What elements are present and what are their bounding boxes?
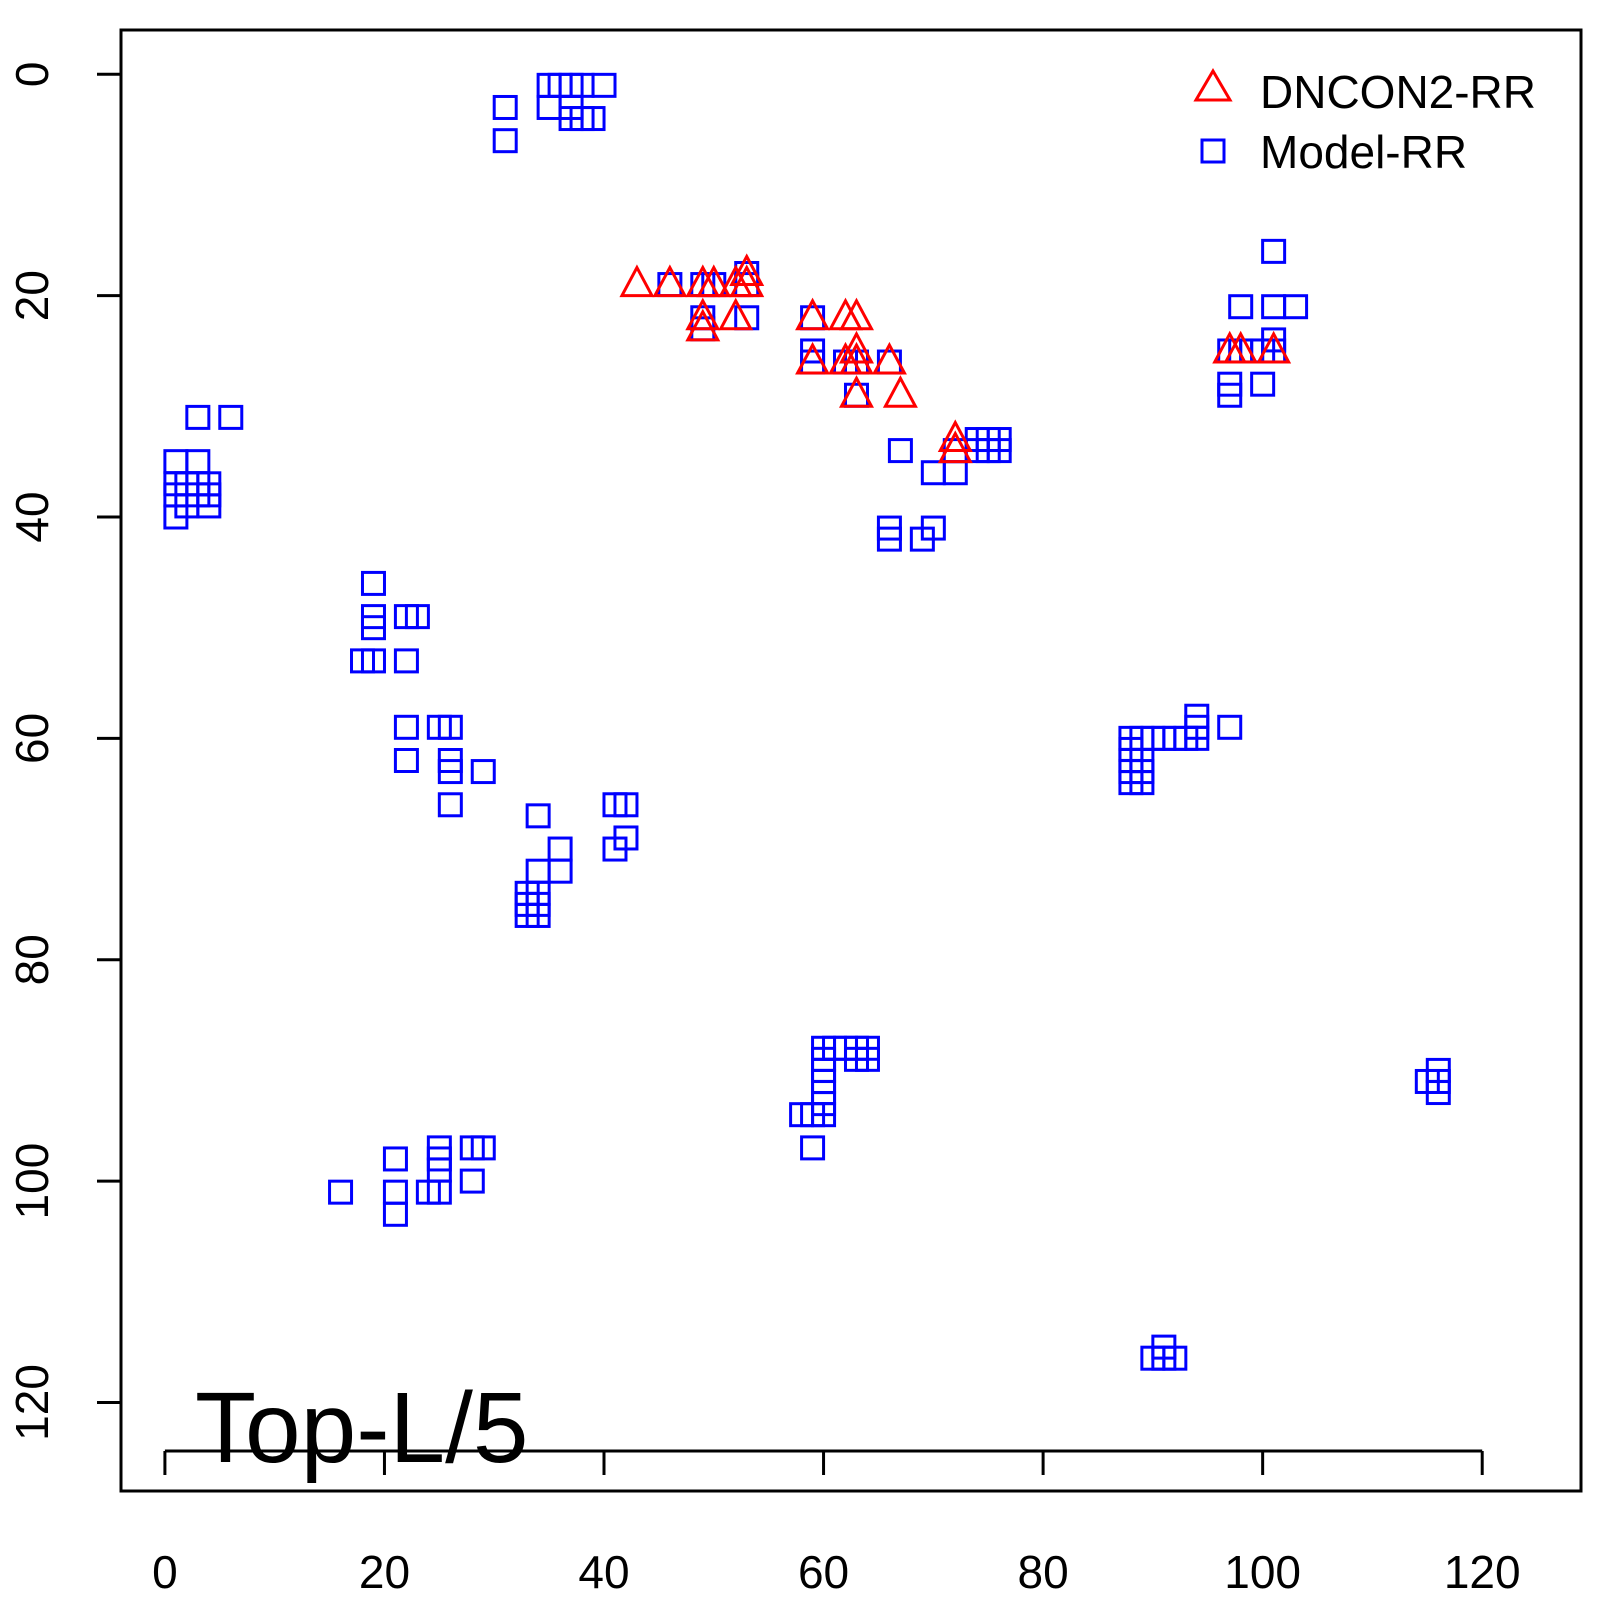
model-rr-point [1129,770,1155,796]
y-axis: 0 20 40 60 80 100 120 [6,61,123,1441]
model-rr-point [328,1179,354,1205]
model-rr-point [196,493,222,519]
model-rr-point [382,1201,408,1227]
legend-label-dncon2-rr: DNCON2-RR [1260,66,1536,118]
y-tick-label: 120 [6,1364,58,1441]
dncon2-rr-point [685,297,721,331]
model-rr-point [525,902,551,928]
dncon2-rr-point [1256,330,1292,364]
model-rr-point [1228,294,1254,320]
dncon2-rr-point [1223,330,1259,364]
model-rr-point [1217,714,1243,740]
model-rr-point [811,1102,837,1128]
x-tick-label: 120 [1444,1546,1521,1598]
dncon2-rr-point [729,264,765,298]
x-tick-label: 0 [152,1546,178,1598]
model-rr-point [525,803,551,829]
dncon2-rr-point [838,297,874,331]
dncon2-rr-point [795,297,831,331]
model-rr-point [393,748,419,773]
y-tick-label: 20 [6,270,58,321]
model-rr-point [580,106,606,132]
model-rr-point [492,128,518,154]
model-rr-point [393,648,419,674]
dncon2-rr-point [795,341,831,375]
model-rr-point [1250,371,1276,397]
legend-label-model-rr: Model-RR [1260,126,1467,178]
dncon2-rr-point [718,297,754,331]
dncon2-rr-point [685,308,721,342]
dncon2-rr-point [838,341,874,375]
model-rr-point [437,759,463,785]
model-rr-point [591,72,617,98]
model-rr-point [437,792,463,818]
model-rr-point [887,438,913,464]
model-rr-point [470,759,496,785]
model-rr-point [360,615,386,641]
model-rr-point [360,570,386,596]
x-tick-label: 80 [1018,1546,1069,1598]
x-tick-label: 40 [578,1546,629,1598]
model-rr-point [1217,382,1243,408]
dncon2-rr-point [882,375,918,408]
model-rr-point [854,1046,880,1072]
model-rr-point [470,1135,496,1161]
model-rr-point [426,1179,452,1205]
dncon2-rr-point [696,264,732,298]
annotation-top-l5: Top-L/5 [195,1372,529,1484]
legend-marker-dncon2-rr [1193,68,1233,102]
legend: DNCON2-RR Model-RR [1193,66,1536,178]
y-tick-label: 0 [6,61,58,87]
model-rr-point [185,404,211,430]
model-rr-point [1184,714,1210,740]
model-rr-point [404,604,430,630]
model-rr-point [613,825,639,851]
model-rr-point [1261,238,1287,264]
dncon2-rr-point [652,264,688,298]
model-rr-point [547,858,573,884]
model-rr-point [163,504,189,530]
model-rr-point [218,404,244,430]
x-tick-label: 60 [798,1546,849,1598]
dncon2-rr-point [871,341,907,375]
dncon2-rr-point [838,375,874,408]
model-rr-point [1162,1345,1188,1371]
model-rr-point [1283,294,1309,320]
y-tick-label: 100 [6,1143,58,1220]
model-rr-point [360,648,386,674]
dncon2-rr-point [838,330,874,364]
y-tick-label: 60 [6,713,58,764]
model-rr-point [382,1146,408,1172]
dncon2-rr-point [937,430,973,464]
x-tick-label: 100 [1224,1546,1301,1598]
model-rr-point [437,714,463,740]
x-axis: 0 20 40 60 80 100 120 [152,1449,1521,1598]
y-tick-label: 40 [6,491,58,542]
model-rr-point [613,792,639,818]
data-points [163,72,1451,1371]
model-rr-point [393,714,419,740]
x-tick-label: 20 [359,1546,410,1598]
model-rr-point [986,438,1012,464]
model-rr-point [459,1168,485,1194]
model-rr-point [492,94,518,120]
dncon2-rr-point [937,419,973,453]
model-rr-point [800,1135,826,1161]
y-tick-label: 80 [6,934,58,985]
model-rr-point [1425,1080,1451,1106]
dncon2-rr-point [619,264,655,298]
model-rr-point [920,515,946,541]
legend-marker-model-rr [1200,138,1226,164]
dncon2-rr-point [729,253,765,286]
model-rr-point [876,526,902,552]
